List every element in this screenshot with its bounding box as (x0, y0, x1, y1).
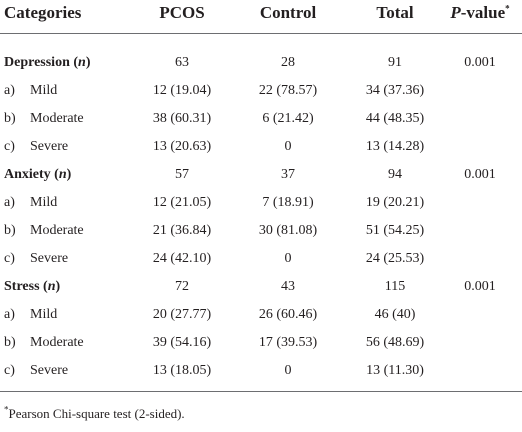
row-value: 44 (48.35) (365, 111, 425, 126)
row-name: Severe (30, 363, 69, 378)
group-value: 94 (388, 167, 402, 182)
group-value: 0.001 (464, 167, 496, 182)
row-value: 17 (39.53) (258, 335, 318, 350)
group-value: 63 (175, 55, 189, 70)
row-value: 13 (11.30) (366, 363, 424, 378)
row-value: 13 (18.05) (152, 363, 212, 378)
row-name: Moderate (30, 223, 84, 238)
header-pcos: PCOS (159, 3, 205, 22)
row-name: Mild (30, 195, 58, 210)
footnote: *Pearson Chi-square test (2-sided). (4, 403, 185, 425)
row-value: 26 (60.46) (258, 307, 318, 322)
header-categories: Categories (4, 3, 82, 22)
group-value: 72 (175, 279, 189, 294)
group-label-part: Anxiety ( (4, 167, 59, 182)
row-value: 0 (284, 139, 292, 154)
row-marker: c) (4, 251, 15, 266)
group-label-part: ) (66, 167, 72, 182)
row-name: Moderate (30, 111, 84, 126)
row-value: 24 (25.53) (365, 251, 425, 266)
row-value: 21 (36.84) (152, 223, 212, 238)
header-total: Total (376, 3, 414, 22)
group-value: 57 (175, 167, 189, 182)
footnote-text: Pearson Chi-square test (2-sided). (8, 406, 185, 421)
group-value: 115 (384, 279, 406, 294)
row-name: Mild (30, 83, 58, 98)
group-label-part: ) (85, 55, 91, 70)
row-value: 12 (21.05) (152, 195, 212, 210)
row-name: Severe (30, 251, 69, 266)
row-value: 24 (42.10) (152, 251, 212, 266)
group-label-part: n (58, 167, 67, 182)
footnote-mark: * (4, 404, 9, 415)
p-sup: * (505, 3, 510, 14)
header-control: Control (259, 3, 317, 22)
bottom-rule (0, 391, 522, 392)
group-value: 43 (281, 279, 295, 294)
row-name: Severe (30, 139, 69, 154)
group-label: Stress (n) (4, 276, 60, 298)
row-value: 0 (284, 363, 292, 378)
p-italic: P (450, 3, 461, 22)
row-value: 34 (37.36) (365, 83, 425, 98)
group-label-part: Depression ( (4, 55, 79, 70)
group-value: 91 (388, 55, 402, 70)
row-value: 7 (18.91) (262, 195, 314, 210)
group-value: 37 (281, 167, 295, 182)
row-value: 20 (27.77) (152, 307, 212, 322)
row-value: 39 (54.16) (152, 335, 212, 350)
group-value: 28 (281, 55, 295, 70)
group-label: Depression (n) (4, 52, 91, 74)
row-value: 38 (60.31) (152, 111, 212, 126)
row-value: 51 (54.25) (365, 223, 425, 238)
row-name: Moderate (30, 335, 84, 350)
row-value: 19 (20.21) (365, 195, 425, 210)
row-value: 46 (40) (374, 307, 416, 322)
row-value: 56 (48.69) (365, 335, 425, 350)
row-marker: c) (4, 363, 15, 378)
row-value: 12 (19.04) (152, 83, 212, 98)
group-label-part: ) (55, 279, 61, 294)
row-value: 13 (20.63) (152, 139, 212, 154)
row-value: 22 (78.57) (258, 83, 318, 98)
row-value: 13 (14.28) (365, 139, 425, 154)
p-rest: -value (460, 3, 506, 22)
group-label-part: n (78, 55, 86, 70)
group-label: Anxiety (n) (4, 164, 71, 186)
row-value: 6 (21.42) (262, 111, 314, 126)
row-marker: c) (4, 139, 15, 154)
row-value: 30 (81.08) (258, 223, 318, 238)
group-label-part: Stress ( (4, 279, 48, 294)
row-marker: a) (4, 83, 15, 98)
row-name: Mild (30, 307, 58, 322)
row-marker: b) (4, 223, 16, 238)
row-value: 0 (284, 251, 292, 266)
row-marker: b) (4, 335, 16, 350)
row-marker: b) (4, 111, 16, 126)
group-value: 0.001 (464, 55, 496, 70)
header-rule (0, 33, 522, 34)
group-value: 0.001 (464, 279, 496, 294)
header-p-value: P-value* (450, 2, 509, 24)
row-marker: a) (4, 307, 15, 322)
group-label-part: n (47, 279, 56, 294)
row-marker: a) (4, 195, 15, 210)
